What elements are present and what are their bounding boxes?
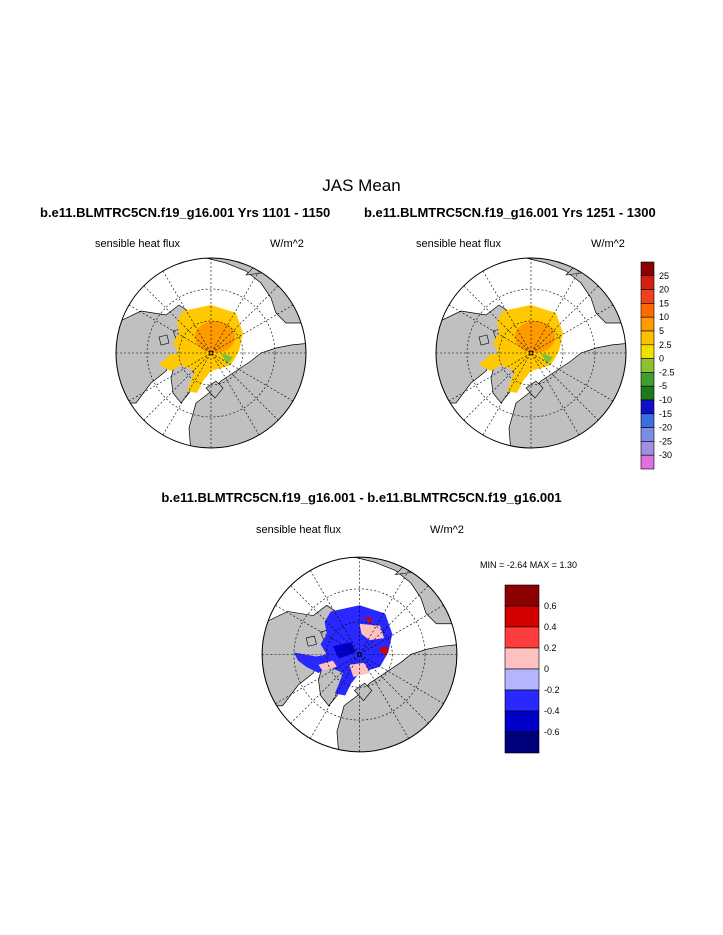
colorbar-top-label: 25 [659,271,669,281]
panel-2-polar-map [435,257,627,449]
colorbar-diff-box [504,605,540,628]
colorbar-top-label: -2.5 [659,367,675,377]
colorbar-diff-label: -0.2 [544,685,560,695]
diff-panel-case-label: b.e11.BLMTRC5CN.f19_g16.001 - b.e11.BLMT… [161,490,562,505]
colorbar-top-label: 10 [659,312,669,322]
colorbar-top-label: -15 [659,409,672,419]
page-title: JAS Mean [322,176,401,195]
colorbar-top-label: -10 [659,395,672,405]
colorbar-top-box [640,427,655,442]
colorbar-top-box [640,344,655,359]
colorbar-diff-box [504,668,540,691]
colorbar-top-box [640,399,655,415]
colorbar-diff-label: 0.2 [544,643,557,653]
diff-panel-units-label: W/m^2 [430,524,464,536]
diff-polar-map [261,556,458,753]
colorbar-top-label: -20 [659,423,672,433]
colorbar-top-box [640,289,655,304]
colorbar-top-box [640,261,655,277]
diff-panel-variable-label: sensible heat flux [256,524,341,536]
colorbar-top-box [640,316,655,332]
colorbar-top-label: -30 [659,450,672,460]
colorbar-top-box [640,441,655,456]
colorbar-top: 25 20 15 10 5 2.5 0 -2.5 -5 -10 -15 -20 -25 -30 [640,261,675,470]
colorbar-top-box [640,454,655,470]
colorbar-top-box [640,358,655,373]
panel-1-case-label: b.e11.BLMTRC5CN.f19_g16.001 Yrs 1101 - 1… [40,205,331,220]
colorbar-top-label: 15 [659,298,669,308]
colorbar-diff-label: 0.4 [544,622,557,632]
colorbar-top-box [640,330,655,346]
colorbar-diff-box [504,584,540,607]
panel-1-variable-label: sensible heat flux [95,238,180,250]
colorbar-diff-box [504,689,540,712]
colorbar-top-box [640,303,655,318]
colorbar-diff: 0.6 0.4 0.2 0 -0.2 -0.4 -0.6 [504,584,560,754]
colorbar-top-box [640,385,655,401]
diff-minmax-label: MIN = -2.64 MAX = 1.30 [480,560,578,570]
colorbar-top-label: -25 [659,436,672,446]
colorbar-top-label: 0 [659,354,664,364]
colorbar-top-label: 20 [659,285,669,295]
colorbar-top-label: -5 [659,381,667,391]
panel-2-units-label: W/m^2 [591,238,625,250]
colorbar-diff-label: -0.6 [544,727,560,737]
panel-2-variable-label: sensible heat flux [416,238,501,250]
colorbar-top-label: 5 [659,326,664,336]
colorbar-diff-box [504,647,540,670]
panel-1-polar-map [115,257,307,449]
panel-2-case-label: b.e11.BLMTRC5CN.f19_g16.001 Yrs 1251 - 1… [364,205,656,220]
colorbar-diff-box [504,731,540,754]
colorbar-top-box [640,275,655,290]
colorbar-diff-label: 0 [544,664,549,674]
panel-1-units-label: W/m^2 [270,238,304,250]
colorbar-diff-label: 0.6 [544,601,557,611]
colorbar-top-box [640,413,655,428]
colorbar-diff-box [504,626,540,649]
colorbar-diff-box [504,710,540,733]
colorbar-top-box [640,372,655,387]
colorbar-diff-label: -0.4 [544,706,560,716]
colorbar-top-label: 2.5 [659,340,672,350]
